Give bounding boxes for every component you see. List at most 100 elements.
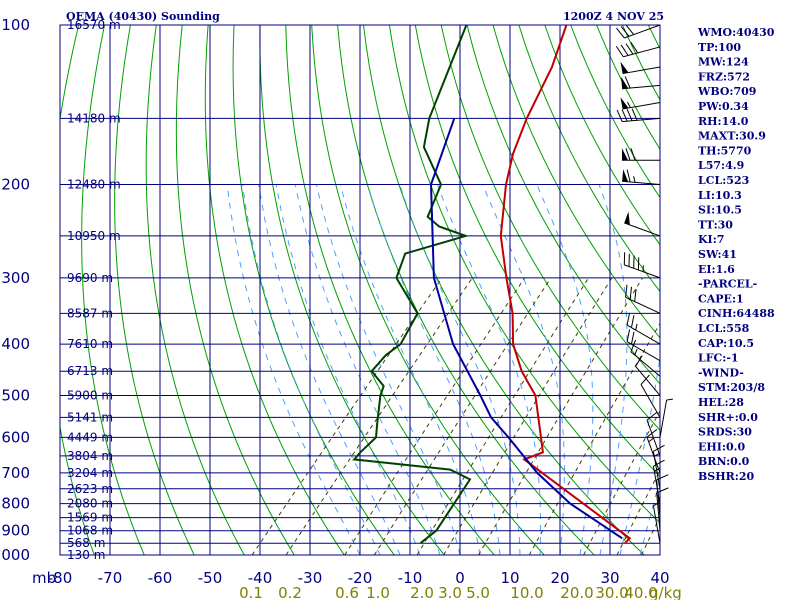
sounding-index: LCL:558 (698, 322, 750, 335)
wind-barb-feather (629, 286, 633, 300)
wind-barb-staff (622, 84, 661, 90)
wind-barb-staff (622, 101, 661, 110)
wind-barb-feather (630, 339, 637, 353)
wind-barb (659, 398, 673, 438)
height-label: 130 m (67, 548, 105, 562)
sounding-index: LI:10.3 (698, 189, 742, 202)
wind-barb-staff (622, 180, 661, 186)
pressure-tick-label: 1000 (0, 546, 30, 564)
wind-barb (623, 252, 661, 279)
height-label: 6713 m (67, 364, 113, 378)
wind-barb-staff (656, 492, 661, 531)
wind-barb-feather (635, 355, 643, 367)
wind-barb (626, 329, 661, 362)
pressure-tick-label: 200 (1, 176, 30, 194)
moist-adiabat (315, 184, 461, 555)
mixing-ratio-line (285, 277, 473, 555)
wind-barb-pennant (620, 61, 629, 74)
observation-time: 1200Z 4 NOV 25 (563, 10, 664, 23)
wind-barb-feather (624, 76, 631, 89)
wind-barb (625, 284, 661, 314)
height-label: 1068 m (67, 524, 113, 538)
sounding-index: CAPE:1 (698, 292, 744, 305)
wind-barb-half-feather (666, 398, 673, 401)
wind-barb-pennant (621, 76, 629, 89)
dry-adiabat (414, 25, 660, 478)
wind-barb-feather (653, 459, 665, 467)
sounding-index: FRZ:572 (698, 70, 750, 83)
wind-barb-pennant (622, 169, 629, 182)
pressure-tick-label: 900 (1, 522, 30, 540)
sounding-index: WBO:709 (697, 85, 756, 98)
wind-barb-feather (616, 27, 625, 39)
grid (59, 24, 661, 556)
wind-barb-half-feather (633, 176, 636, 183)
height-label: 16570 m (67, 18, 121, 32)
mixing-ratio-tick-label: 30.0 (595, 584, 628, 600)
height-label: 12480 m (67, 178, 121, 192)
sounding-index: RH:14.0 (698, 115, 749, 128)
plot-frame (59, 24, 661, 556)
wind-barb-staff (624, 222, 661, 237)
temperature-tick-label: 10 (500, 569, 519, 587)
moist-adiabat (367, 184, 501, 555)
height-label: 568 m (67, 536, 105, 550)
temperature-tick-label: -30 (298, 569, 323, 587)
sounding-index: WMO:40430 (697, 26, 775, 39)
sounding-series (352, 25, 632, 544)
mixing-ratio-line (478, 277, 643, 555)
height-label: 9690 m (67, 271, 113, 285)
moist-adiabat (399, 184, 521, 555)
wind-barb-feather (634, 288, 637, 302)
wind-barb-feather (640, 374, 650, 385)
height-label: 7610 m (67, 337, 113, 351)
wind-barb-feather (626, 329, 631, 342)
wind-barb-feather (626, 169, 631, 183)
sounding-index: SI:10.5 (698, 204, 742, 217)
wind-barb-staff (623, 46, 661, 58)
sounding-index: EI:1.6 (698, 263, 735, 276)
temperature-tick-label: -50 (198, 569, 223, 587)
sounding-index: SW:41 (698, 248, 737, 261)
mixing-ratio-tick-label: 1.0 (366, 584, 390, 600)
dry-adiabat (752, 25, 800, 555)
wind-barb-feather (631, 108, 638, 121)
wind-barb (622, 148, 660, 161)
wind-barb-staff (630, 351, 661, 377)
wind-barb-pennant (622, 148, 628, 161)
wind-barb-half-feather (634, 348, 638, 356)
moist-adiabat (619, 353, 660, 555)
wind-barb (621, 76, 661, 90)
mixing-ratio-tick-label: 40.0 (624, 584, 657, 600)
wind-barb (622, 169, 661, 186)
wind-barb-staff (652, 505, 661, 544)
sounding-index: CAP:10.5 (698, 337, 754, 350)
temperature-tick-label: -40 (248, 569, 273, 587)
dry-adiabat (544, 25, 660, 246)
wind-barb (620, 61, 661, 75)
sounding-index: MW:124 (698, 56, 749, 69)
sounding-index: KI:7 (698, 233, 724, 246)
wind-barb-staff (640, 384, 661, 418)
height-label: 10950 m (67, 229, 121, 243)
dewpoint-line (352, 25, 472, 544)
height-label: 5141 m (67, 410, 113, 424)
station-title: OEMA (40430) Sounding (66, 10, 220, 23)
dry-adiabat (204, 25, 345, 555)
mixing-ratio-line (344, 277, 526, 555)
wind-barb-feather (646, 428, 658, 438)
wind-barb-staff (624, 24, 661, 39)
sounding-index: -WIND- (698, 366, 744, 379)
dry-adiabat (337, 25, 595, 555)
wind-barb-half-feather (648, 437, 654, 443)
wind-barb-feather (656, 474, 669, 481)
moist-adiabat (536, 184, 594, 555)
temperature-tick-label: -20 (348, 569, 373, 587)
wind-barb-staff (646, 437, 661, 474)
height-label: 3204 m (67, 466, 113, 480)
wind-barb-pennant (620, 97, 629, 110)
temperature-line (499, 25, 632, 544)
temperature-tick-label: -80 (48, 569, 73, 587)
mixing-ratio-unit-label: g/kg (649, 584, 682, 600)
